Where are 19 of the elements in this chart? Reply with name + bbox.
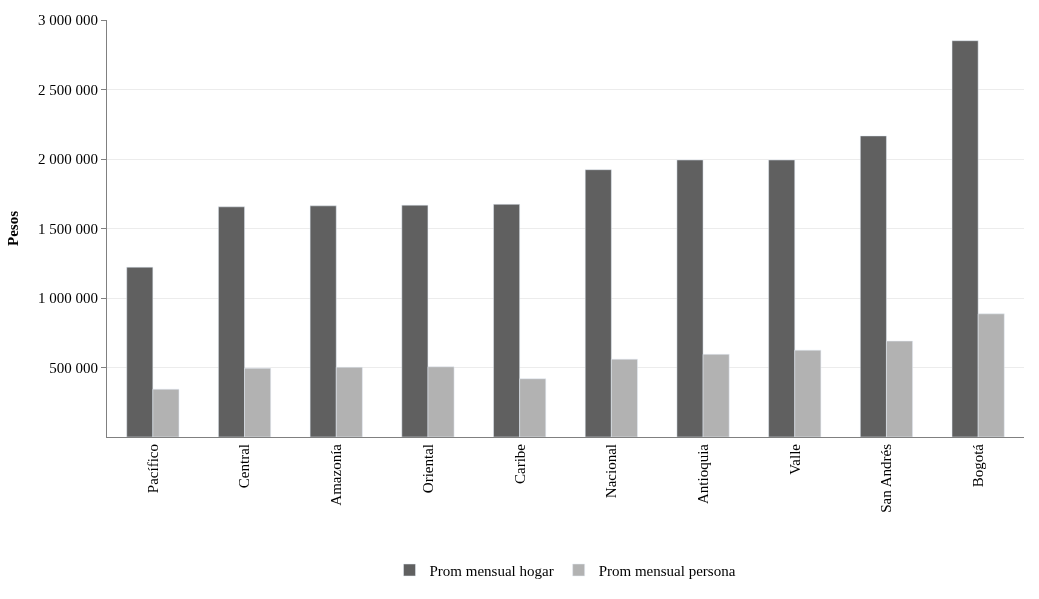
x-tick-label: Bogotá [970,443,987,488]
x-tick-label: Valle [786,443,803,475]
y-tick-label: 500 000 [49,359,98,376]
y-axis-title: Pesos [5,210,22,246]
x-tick-label: Nacional [603,444,620,499]
x-tick-label: Pacífico [144,444,161,494]
legend-label: Prom mensual persona [598,562,736,579]
x-tick-label: Amazonía [328,443,345,506]
y-tick-label: 1 000 000 [38,290,98,307]
x-tick-label: Oriental [419,444,436,494]
y-tick-label: 2 500 000 [38,81,98,98]
x-tick-label: Central [236,444,253,489]
x-tick-label: San Andrés [878,443,895,513]
x-tick-label: Antioquia [694,443,711,504]
y-tick-label: 2 000 000 [38,151,98,168]
x-tick-label: Caribe [511,443,528,484]
y-tick-label: 1 500 000 [38,220,98,237]
legend-label: Prom mensual hogar [429,562,554,579]
y-tick-label: 3 000 000 [38,12,98,29]
